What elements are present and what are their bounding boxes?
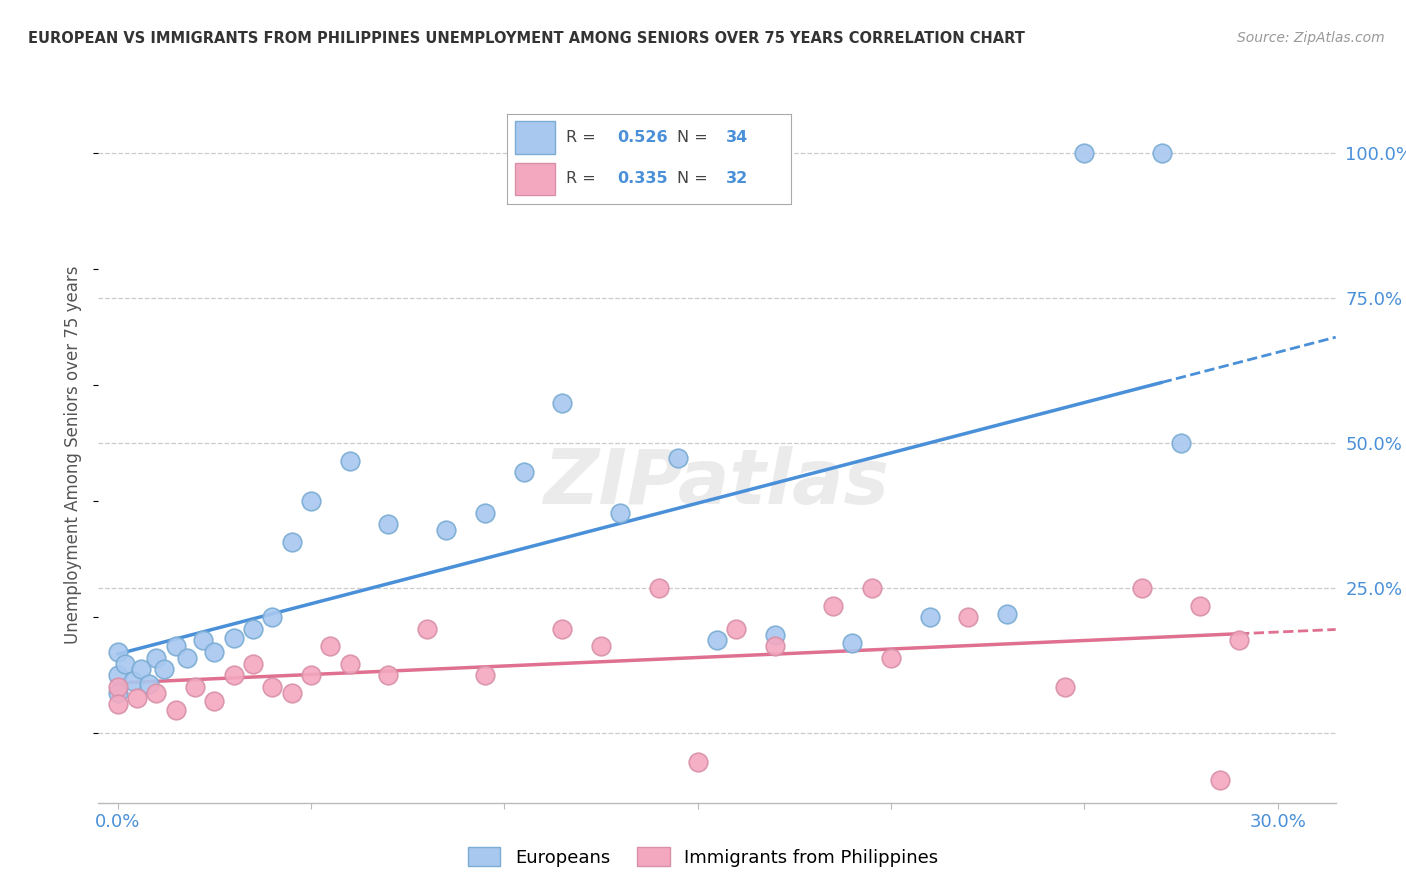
Point <box>145 685 167 699</box>
Text: EUROPEAN VS IMMIGRANTS FROM PHILIPPINES UNEMPLOYMENT AMONG SENIORS OVER 75 YEARS: EUROPEAN VS IMMIGRANTS FROM PHILIPPINES … <box>28 31 1025 46</box>
Point <box>686 755 709 769</box>
Point <box>107 668 129 682</box>
Point <box>242 622 264 636</box>
Point <box>222 668 245 682</box>
Point <box>609 506 631 520</box>
Point <box>299 494 322 508</box>
Text: Source: ZipAtlas.com: Source: ZipAtlas.com <box>1237 31 1385 45</box>
Point <box>436 523 458 537</box>
Point <box>204 694 226 708</box>
Point <box>138 677 160 691</box>
Point <box>725 622 748 636</box>
Point <box>377 517 399 532</box>
Point <box>841 636 863 650</box>
Point <box>551 396 574 410</box>
Point <box>165 703 187 717</box>
Point <box>957 610 980 624</box>
Point <box>551 622 574 636</box>
Text: ZIPatlas: ZIPatlas <box>544 446 890 520</box>
Legend: Europeans, Immigrants from Philippines: Europeans, Immigrants from Philippines <box>461 840 945 874</box>
Point <box>995 607 1018 622</box>
Point <box>319 639 342 653</box>
Point <box>1130 582 1153 596</box>
Point <box>262 610 284 624</box>
Point <box>591 639 613 653</box>
Point <box>262 680 284 694</box>
Point <box>377 668 399 682</box>
Point <box>191 633 214 648</box>
Point <box>107 698 129 712</box>
Y-axis label: Unemployment Among Seniors over 75 years: Unemployment Among Seniors over 75 years <box>65 266 83 644</box>
Point <box>763 628 786 642</box>
Point <box>222 631 245 645</box>
Point <box>821 599 844 613</box>
Point <box>648 582 671 596</box>
Point <box>1170 436 1192 450</box>
Point <box>145 651 167 665</box>
Point <box>107 685 129 699</box>
Point <box>153 662 176 676</box>
Point <box>880 651 903 665</box>
Point <box>184 680 207 694</box>
Point <box>129 662 152 676</box>
Point <box>513 466 536 480</box>
Point <box>107 645 129 659</box>
Point <box>474 668 496 682</box>
Point <box>204 645 226 659</box>
Point <box>165 639 187 653</box>
Point <box>706 633 728 648</box>
Point <box>299 668 322 682</box>
Point <box>1054 680 1077 694</box>
Point <box>281 685 304 699</box>
Point <box>1073 146 1095 161</box>
Point <box>474 506 496 520</box>
Point <box>1189 599 1212 613</box>
Point <box>918 610 941 624</box>
Point <box>107 680 129 694</box>
Point <box>281 534 304 549</box>
Point <box>860 582 883 596</box>
Point <box>114 657 136 671</box>
Point <box>763 639 786 653</box>
Point <box>1208 772 1232 787</box>
Point <box>416 622 439 636</box>
Point <box>127 691 149 706</box>
Point <box>339 453 361 467</box>
Point <box>668 450 690 465</box>
Point <box>1150 146 1173 161</box>
Point <box>176 651 198 665</box>
Point <box>1227 633 1250 648</box>
Point <box>242 657 264 671</box>
Point <box>339 657 361 671</box>
Point <box>122 674 145 689</box>
